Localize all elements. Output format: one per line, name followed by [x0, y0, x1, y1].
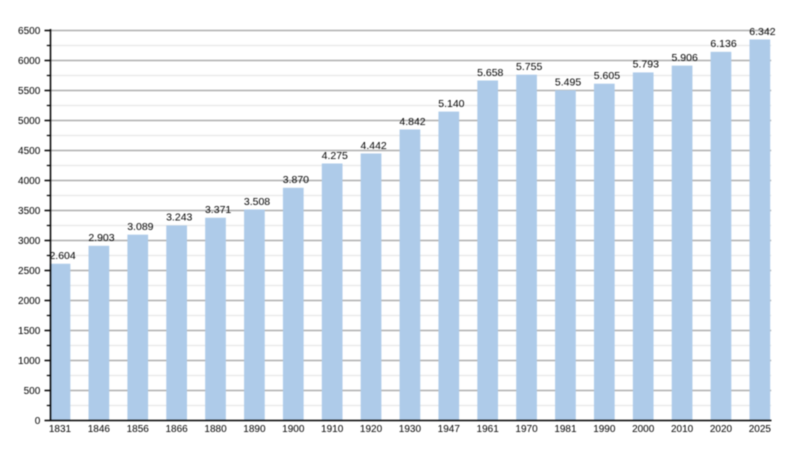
svg-text:5000: 5000 — [18, 116, 41, 127]
svg-text:1947: 1947 — [438, 424, 461, 435]
svg-text:2000: 2000 — [18, 296, 41, 307]
svg-text:1910: 1910 — [321, 424, 344, 435]
svg-text:5500: 5500 — [18, 86, 41, 97]
svg-text:3500: 3500 — [18, 206, 41, 217]
svg-text:2020: 2020 — [710, 424, 733, 435]
svg-text:4.442: 4.442 — [360, 140, 386, 152]
svg-text:4.842: 4.842 — [399, 116, 425, 128]
svg-text:3.089: 3.089 — [127, 221, 153, 233]
svg-text:2500: 2500 — [18, 266, 41, 277]
svg-text:1890: 1890 — [243, 424, 266, 435]
svg-text:6.342: 6.342 — [749, 26, 775, 38]
svg-text:1831: 1831 — [49, 424, 72, 435]
svg-text:5.140: 5.140 — [438, 98, 464, 110]
svg-text:3.371: 3.371 — [205, 204, 231, 216]
svg-text:1930: 1930 — [399, 424, 422, 435]
svg-text:3.243: 3.243 — [166, 212, 192, 224]
svg-text:3000: 3000 — [18, 236, 41, 247]
svg-text:2.903: 2.903 — [88, 232, 114, 244]
svg-text:1880: 1880 — [204, 424, 227, 435]
svg-text:1866: 1866 — [166, 424, 189, 435]
svg-text:6.136: 6.136 — [710, 38, 736, 50]
svg-text:500: 500 — [24, 386, 41, 397]
svg-text:1961: 1961 — [477, 424, 500, 435]
svg-text:4000: 4000 — [18, 176, 41, 187]
svg-text:5.658: 5.658 — [477, 67, 503, 79]
svg-text:5.793: 5.793 — [633, 59, 659, 71]
svg-text:5.755: 5.755 — [516, 61, 542, 73]
svg-text:1000: 1000 — [18, 356, 41, 367]
svg-text:1981: 1981 — [554, 424, 577, 435]
svg-text:1856: 1856 — [127, 424, 150, 435]
svg-text:1920: 1920 — [360, 424, 383, 435]
svg-text:1990: 1990 — [593, 424, 616, 435]
svg-text:2010: 2010 — [671, 424, 694, 435]
svg-text:4500: 4500 — [18, 146, 41, 157]
svg-text:4.275: 4.275 — [322, 150, 348, 162]
svg-text:0: 0 — [35, 416, 41, 427]
svg-text:3.508: 3.508 — [244, 196, 270, 208]
svg-text:6500: 6500 — [18, 26, 41, 37]
svg-text:1900: 1900 — [282, 424, 305, 435]
svg-text:2.604: 2.604 — [49, 250, 75, 262]
svg-text:5.605: 5.605 — [594, 70, 620, 82]
svg-text:1500: 1500 — [18, 326, 41, 337]
svg-text:1970: 1970 — [515, 424, 538, 435]
svg-text:6000: 6000 — [18, 56, 41, 67]
svg-text:5.906: 5.906 — [672, 52, 698, 64]
svg-text:3.870: 3.870 — [283, 174, 309, 186]
svg-text:2025: 2025 — [749, 424, 772, 435]
svg-text:1846: 1846 — [88, 424, 111, 435]
svg-text:2000: 2000 — [632, 424, 655, 435]
svg-text:5.495: 5.495 — [555, 77, 581, 89]
